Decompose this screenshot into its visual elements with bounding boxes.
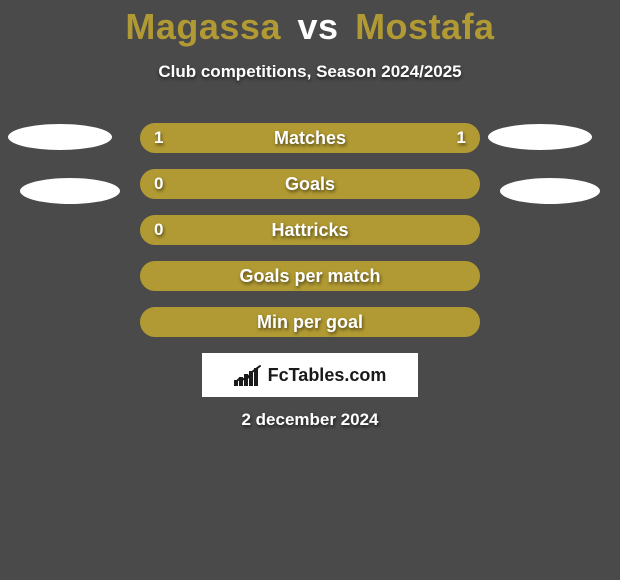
player-marker-ellipse	[8, 124, 112, 150]
snapshot-date: 2 december 2024	[0, 410, 620, 430]
player1-name: Magassa	[125, 6, 281, 47]
stat-label: Hattricks	[142, 217, 478, 243]
fctables-logo-icon	[234, 364, 262, 386]
stat-label: Matches	[142, 125, 478, 151]
page-title: Magassa vs Mostafa	[0, 6, 620, 48]
fctables-logo-text: FcTables.com	[268, 365, 387, 386]
player-marker-ellipse	[500, 178, 600, 204]
stat-label: Goals	[142, 171, 478, 197]
player2-name: Mostafa	[355, 6, 495, 47]
subtitle: Club competitions, Season 2024/2025	[0, 62, 620, 82]
player-marker-ellipse	[20, 178, 120, 204]
stat-row-gpm: Goals per match	[140, 261, 480, 291]
stat-row-mpg: Min per goal	[140, 307, 480, 337]
stat-row-goals: 0Goals	[140, 169, 480, 199]
stat-value-left: 0	[154, 217, 163, 243]
stat-value-left: 0	[154, 171, 163, 197]
comparison-infographic: Magassa vs Mostafa Club competitions, Se…	[0, 0, 620, 580]
stat-value-left: 1	[154, 125, 163, 151]
player-marker-ellipse	[488, 124, 592, 150]
fctables-logo: FcTables.com	[202, 353, 418, 397]
stat-value-right: 1	[457, 125, 466, 151]
stat-label: Min per goal	[142, 309, 478, 335]
title-vs: vs	[298, 6, 339, 47]
stat-label: Goals per match	[142, 263, 478, 289]
stat-row-matches: 1 1Matches	[140, 123, 480, 153]
stat-row-hattricks: 0Hattricks	[140, 215, 480, 245]
